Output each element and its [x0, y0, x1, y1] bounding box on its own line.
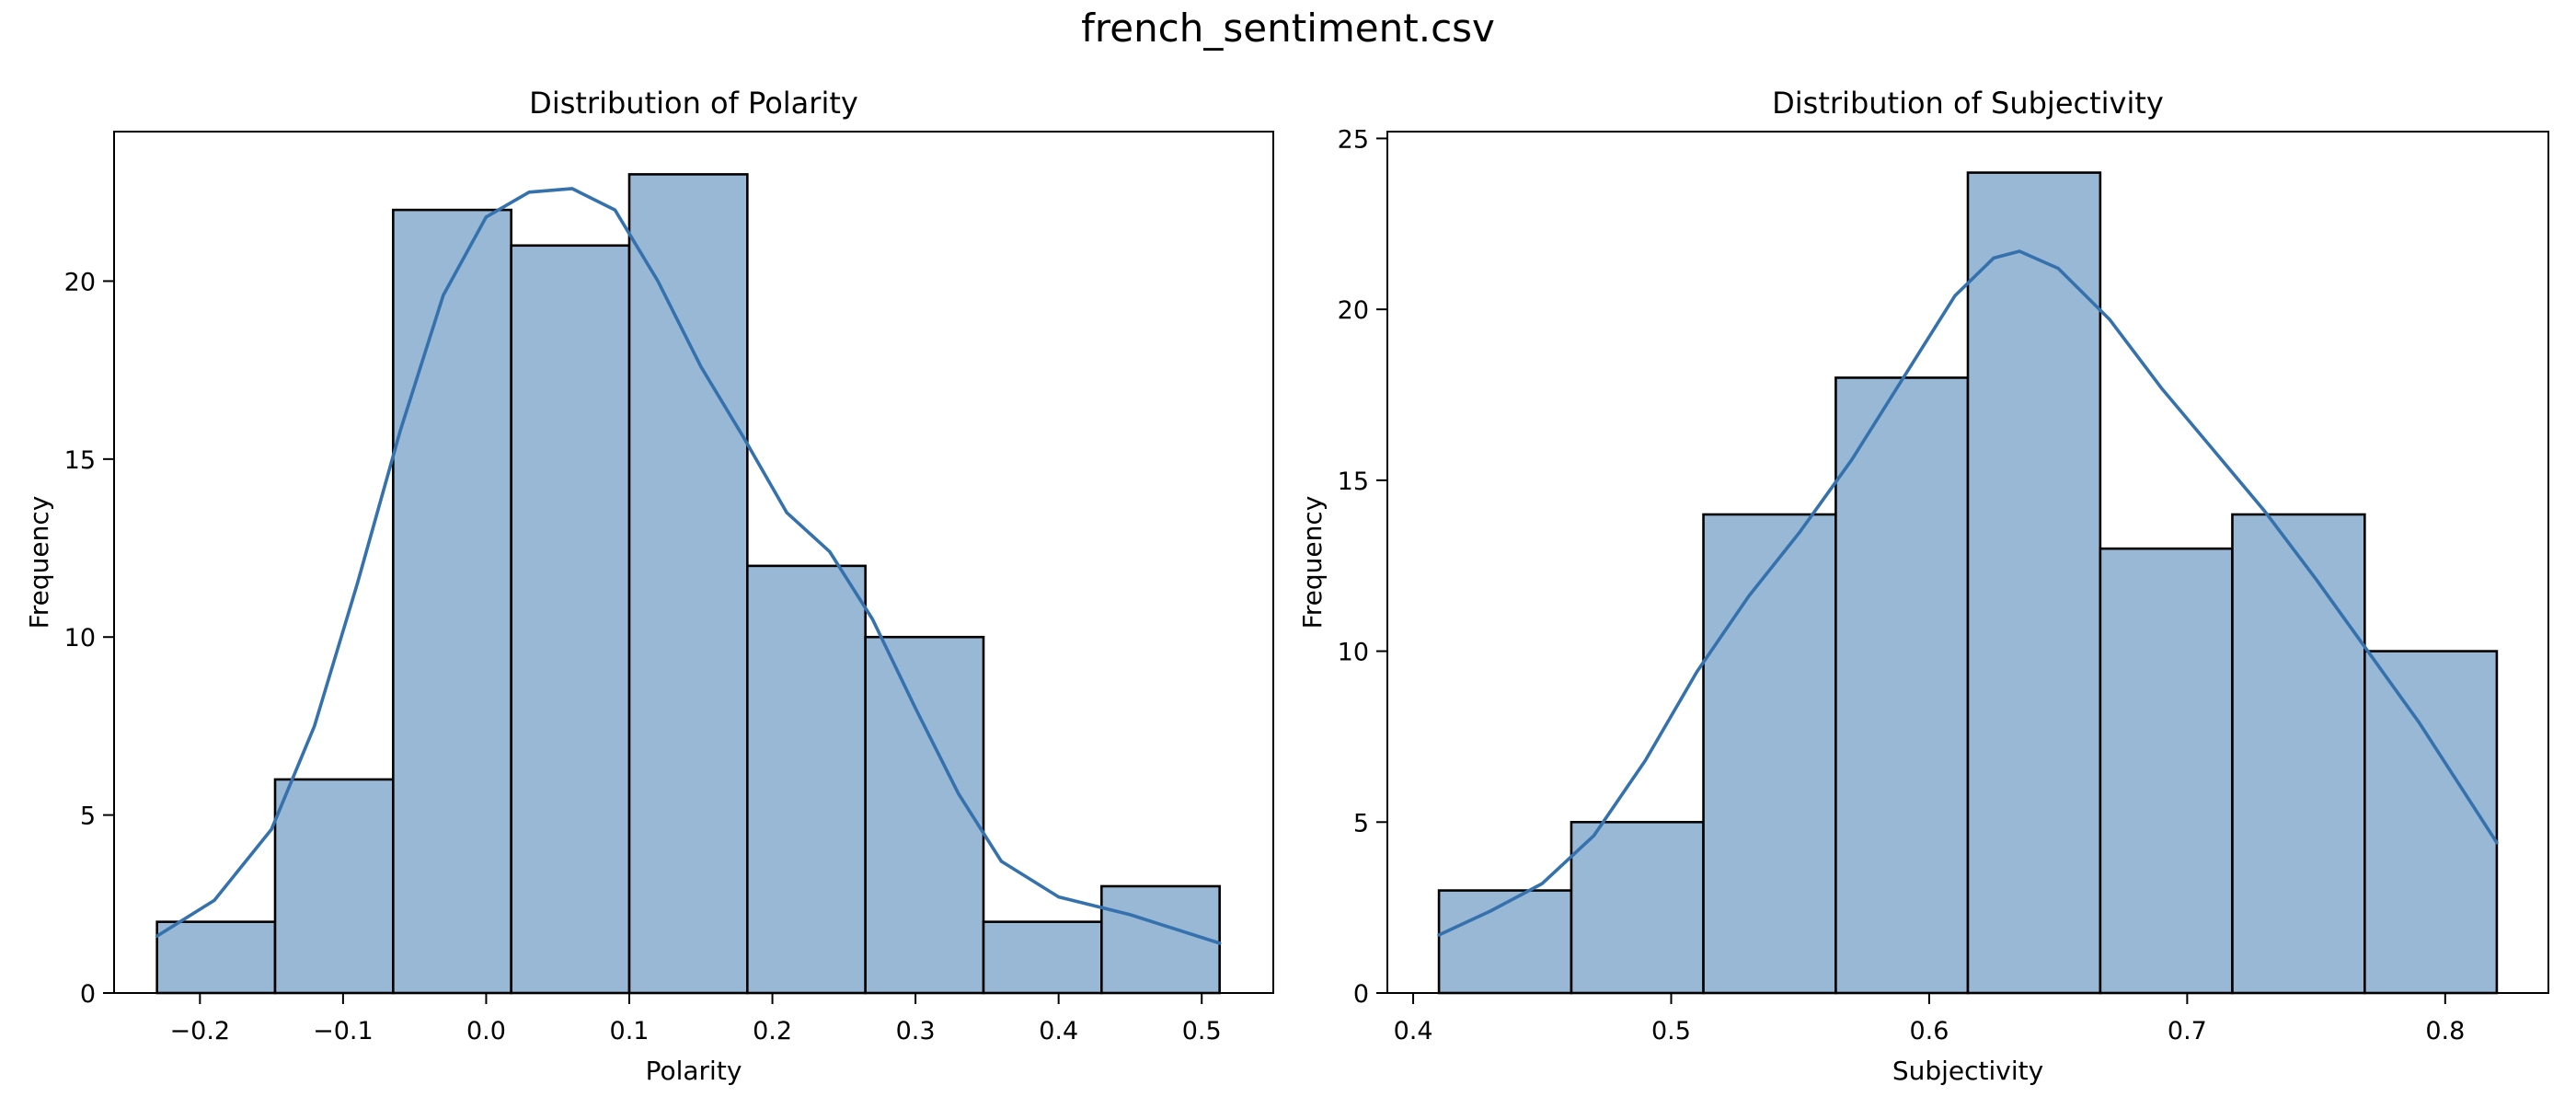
chart2-x-tick-label: 0.7	[2168, 1017, 2207, 1045]
chart1-histogram-bar	[155, 920, 277, 995]
chart2-y-tick-label: 0	[1353, 980, 1369, 1009]
chart1-x-tick-label: 0.1	[610, 1017, 650, 1045]
chart1-kde-line	[155, 187, 1222, 945]
chart2-histogram-bar	[1702, 513, 1837, 995]
chart1-histogram-bar	[510, 244, 631, 995]
figure-suptitle: french_sentiment.csv	[1081, 6, 1495, 51]
chart1-x-tick-label: 0.5	[1182, 1017, 1222, 1045]
chart1-y-tick-label: 5	[80, 803, 96, 831]
chart1-axes-frame	[113, 131, 1274, 994]
chart2-x-tick-label: 0.5	[1651, 1017, 1691, 1045]
chart1-y-tick-label: 20	[64, 268, 96, 296]
chart1-x-axis-label: Polarity	[646, 1056, 742, 1086]
chart1-y-axis-label: Frequency	[24, 496, 54, 629]
chart2-histogram-bar	[2363, 650, 2499, 995]
chart2-histogram-bar	[1966, 171, 2102, 995]
chart2-x-tick-label: 0.6	[1909, 1017, 1949, 1045]
chart2-title: Distribution of Subjectivity	[1772, 86, 2164, 121]
chart2-axes-frame	[1386, 131, 2549, 994]
chart2-y-tick-label: 20	[1338, 296, 1369, 325]
chart2-histogram-bar	[2099, 547, 2234, 995]
chart2-histogram-bar	[2231, 513, 2366, 995]
chart2-histogram-bar	[1437, 889, 1573, 995]
chart1-x-tick-label: −0.1	[313, 1017, 374, 1045]
chart1-y-tick-label: 15	[64, 446, 96, 475]
chart1-histogram-bar	[746, 564, 867, 995]
chart1-x-tick-label: 0.4	[1039, 1017, 1078, 1045]
chart1-histogram-bar	[392, 208, 512, 995]
chart1-x-tick-label: 0.2	[753, 1017, 792, 1045]
chart2-y-tick-label: 5	[1353, 809, 1369, 837]
chart1-histogram-bar	[1100, 884, 1221, 995]
chart1-title: Distribution of Polarity	[529, 86, 858, 121]
chart1-y-tick-label: 10	[64, 624, 96, 652]
chart1-x-tick-label: −0.2	[170, 1017, 231, 1045]
chart2-x-axis-label: Subjectivity	[1892, 1056, 2043, 1086]
chart2-histogram-bar	[1570, 820, 1705, 995]
chart2-y-tick-label: 25	[1338, 125, 1369, 154]
chart2-y-tick-label: 10	[1338, 639, 1369, 667]
chart2-x-tick-label: 0.8	[2425, 1017, 2465, 1045]
chart2-y-tick-label: 15	[1338, 468, 1369, 496]
chart1-y-tick-label: 0	[80, 980, 96, 1009]
chart1-x-tick-label: 0.0	[466, 1017, 506, 1045]
chart2-kde-line	[1437, 249, 2499, 937]
chart1-histogram-bar	[864, 635, 985, 995]
chart1-histogram-bar	[982, 920, 1103, 995]
chart1-x-tick-label: 0.3	[896, 1017, 936, 1045]
chart1-histogram-bar	[627, 173, 749, 995]
chart2-x-tick-label: 0.4	[1394, 1017, 1433, 1045]
chart2-histogram-bar	[1834, 376, 1970, 995]
chart1-histogram-bar	[273, 778, 395, 995]
chart2-y-axis-label: Frequency	[1297, 496, 1328, 629]
